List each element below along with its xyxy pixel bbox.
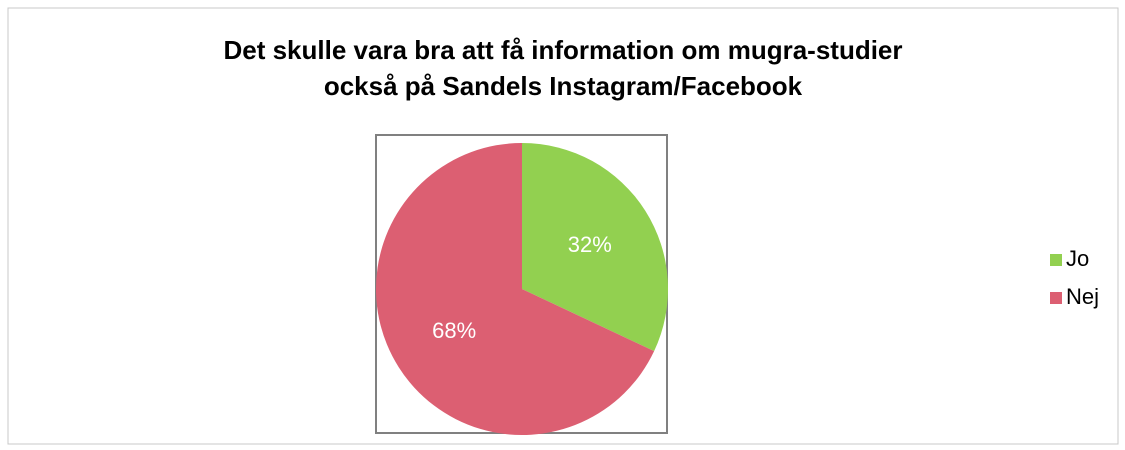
data-label: 32%	[568, 232, 612, 257]
pie-slice	[375, 143, 655, 435]
legend-label: Jo	[1066, 246, 1089, 271]
legend-swatch	[1050, 254, 1062, 266]
chart-title: också på Sandels Instagram/Facebook	[324, 71, 803, 101]
legend: Jo Nej	[1050, 246, 1099, 309]
legend-swatch	[1050, 292, 1062, 304]
pie: 32% 68%	[375, 143, 668, 435]
chart-title: Det skulle vara bra att få information o…	[223, 35, 902, 65]
pie-slice	[522, 143, 668, 352]
legend-label: Nej	[1066, 284, 1099, 309]
data-label: 68%	[432, 318, 476, 343]
